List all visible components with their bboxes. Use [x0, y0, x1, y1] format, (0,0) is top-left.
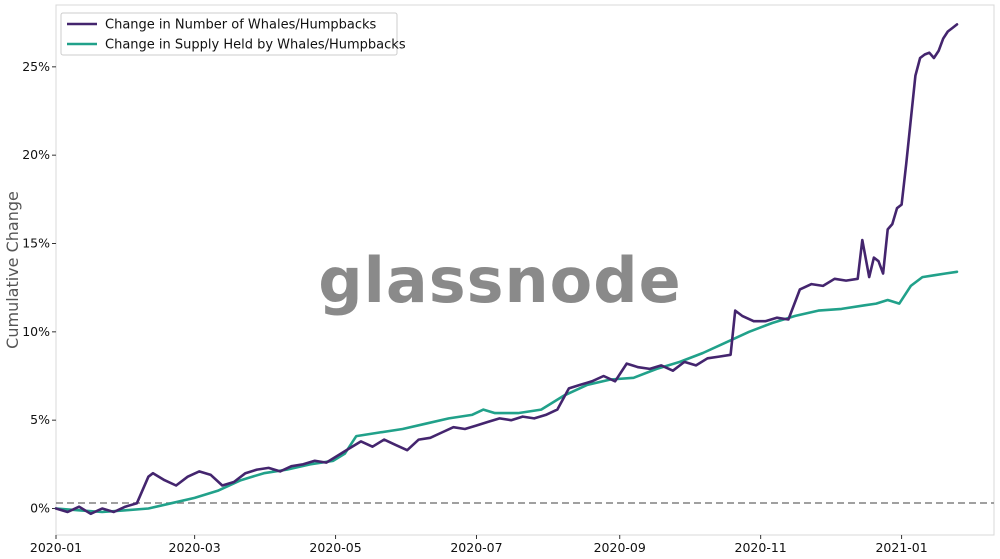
x-tick-label: 2020-09 — [594, 540, 646, 555]
y-tick-label: 25% — [22, 59, 50, 74]
legend-label-0: Change in Number of Whales/Humpbacks — [105, 18, 377, 33]
legend: Change in Number of Whales/Humpbacks Chan… — [60, 12, 406, 56]
y-tick-label: 10% — [22, 324, 50, 339]
x-tick-label: 2020-11 — [735, 540, 787, 555]
series-line-0 — [54, 23, 959, 516]
x-tick-label: 2020-01 — [30, 540, 82, 555]
y-tick-label: 5% — [30, 412, 50, 427]
series-line-1 — [54, 270, 959, 514]
x-tick-label: 2020-03 — [169, 540, 221, 555]
plot-frame — [55, 4, 995, 536]
x-axis: 2020-01 2020-03 2020-05 2020-07 2020-09 2020-… — [30, 535, 928, 555]
y-tick-label: 20% — [22, 147, 50, 162]
y-axis: 0% 5% 10% 15% 20% 25% — [22, 59, 56, 516]
x-tick-label: 2020-05 — [309, 540, 361, 555]
y-axis-label: Cumulative Change — [3, 191, 22, 349]
watermark-text: glassnode — [318, 244, 681, 317]
x-tick-label: 2021-01 — [875, 540, 927, 555]
x-tick-label: 2020-07 — [450, 540, 502, 555]
legend-label-1: Change in Supply Held by Whales/Humpback… — [105, 38, 406, 53]
legend-box — [60, 12, 398, 56]
y-tick-label: 15% — [22, 236, 50, 251]
series-layer — [54, 23, 959, 516]
y-tick-label: 0% — [30, 501, 50, 516]
